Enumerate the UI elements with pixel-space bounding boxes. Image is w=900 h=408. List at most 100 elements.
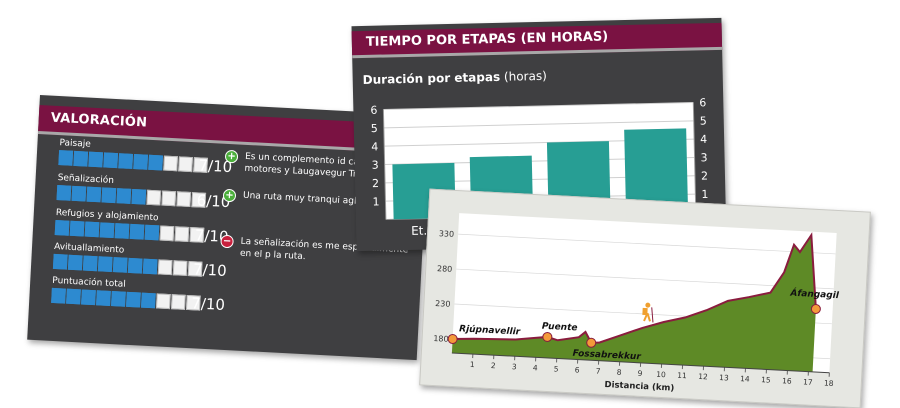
rating-segment [81,289,96,305]
rating-score: 7/10 [193,260,228,280]
rating-segment [66,289,81,305]
rating-segment [176,191,191,207]
x-axis-label: Distancia (km) [604,380,674,394]
plus-icon: + [225,150,239,164]
rating-segment [148,155,163,171]
x-tick-label: 8 [616,368,621,377]
chart-subtitle: Duración por etapas (horas) [363,69,547,87]
x-tick-label: 9 [637,369,642,378]
y-tick-label-left: 5 [371,122,378,135]
y-tick-label-left: 3 [372,159,379,172]
y-tick-label: 330 [439,229,455,239]
rating-segment [116,188,131,204]
rating-segment [96,290,111,306]
rating-segment [88,152,103,168]
x-tick-label: 5 [554,364,559,373]
rating-segment [111,291,126,307]
y-tick-label-right: 4 [700,133,707,146]
x-tick-label: 3 [512,362,517,371]
x-tick-label: 4 [533,363,538,372]
valoracion-title: VALORACIÓN [50,111,147,131]
y-tick-label-left: 4 [371,140,378,153]
rating-segment [131,189,146,205]
rating-segment [72,186,87,202]
y-tick-label-right: 5 [700,115,707,128]
y-tick-label-right: 1 [701,188,708,201]
rating-segment [175,226,190,242]
rating-segment [143,259,158,275]
x-tick-label: 14 [740,374,750,383]
rating-segment [128,258,143,274]
x-tick-label: 6 [575,365,580,374]
rating-segment [101,187,116,203]
plus-icon: + [223,189,237,203]
rating-segment [118,153,133,169]
rating-segment [160,225,175,241]
waypoint-label: Puente [542,322,578,334]
x-tick-label: 12 [698,372,708,381]
rating-segment [55,220,70,236]
y-tick-label: 230 [435,299,451,309]
rating-segment [73,151,88,167]
x-tick-label: 16 [782,376,792,385]
rating-segment [98,256,113,272]
y-tick-label-left: 6 [370,104,377,117]
y-tick-label: 280 [437,264,453,274]
tiempo-title: TIEMPO POR ETAPAS (EN HORAS) [366,29,609,49]
rating-score: 7/10 [191,294,226,314]
x-tick-label: 1 [470,360,475,369]
x-tick-label: 2 [491,361,496,370]
waypoint-marker [448,334,457,343]
x-tick-label: 15 [761,375,771,384]
rating-segment [51,288,66,304]
rating-segment [53,254,68,270]
chart-subtitle-bold: Duración por etapas [363,70,501,87]
rating-segment [100,222,115,238]
rating-segment [113,257,128,273]
rating-segment [83,256,98,272]
waypoint-marker [811,304,820,313]
rating-segment [130,224,145,240]
tiempo-header: TIEMPO POR ETAPAS (EN HORAS) [352,23,723,58]
rating-segment [173,260,188,276]
rating-segment [126,292,141,308]
x-tick-label: 11 [677,371,687,380]
y-tick-label-left: 1 [372,195,379,208]
rating-segment [133,154,148,170]
rating-segment [68,255,83,271]
x-tick-label: 10 [656,370,666,379]
waypoint-marker [586,338,595,347]
minus-icon: − [220,235,234,249]
rating-segment [70,221,85,237]
rating-segment [58,150,73,166]
y-tick-label-right: 2 [701,170,708,183]
x-tick-label: 7 [596,367,601,376]
rating-segment [86,187,101,203]
rating-segment [146,190,161,206]
rating-segment [158,259,173,275]
rating-segment [156,293,171,309]
y-tick-label-right: 6 [699,96,706,109]
rating-segment [145,225,160,241]
x-tick-label: 18 [824,378,834,387]
rating-segment [141,293,156,309]
rating-segment [103,152,118,168]
y-tick-label-right: 3 [700,151,707,164]
rating-segment [161,191,176,207]
x-tick-label: 17 [803,377,813,386]
rating-segment [115,223,130,239]
chart-subtitle-unit: (horas) [500,69,547,84]
rating-segment [178,156,193,172]
rating-segment [85,222,100,238]
x-tick-label: 13 [719,373,729,382]
rating-segment [57,185,72,201]
y-tick-label: 180 [433,334,449,344]
rating-segment [163,156,178,172]
